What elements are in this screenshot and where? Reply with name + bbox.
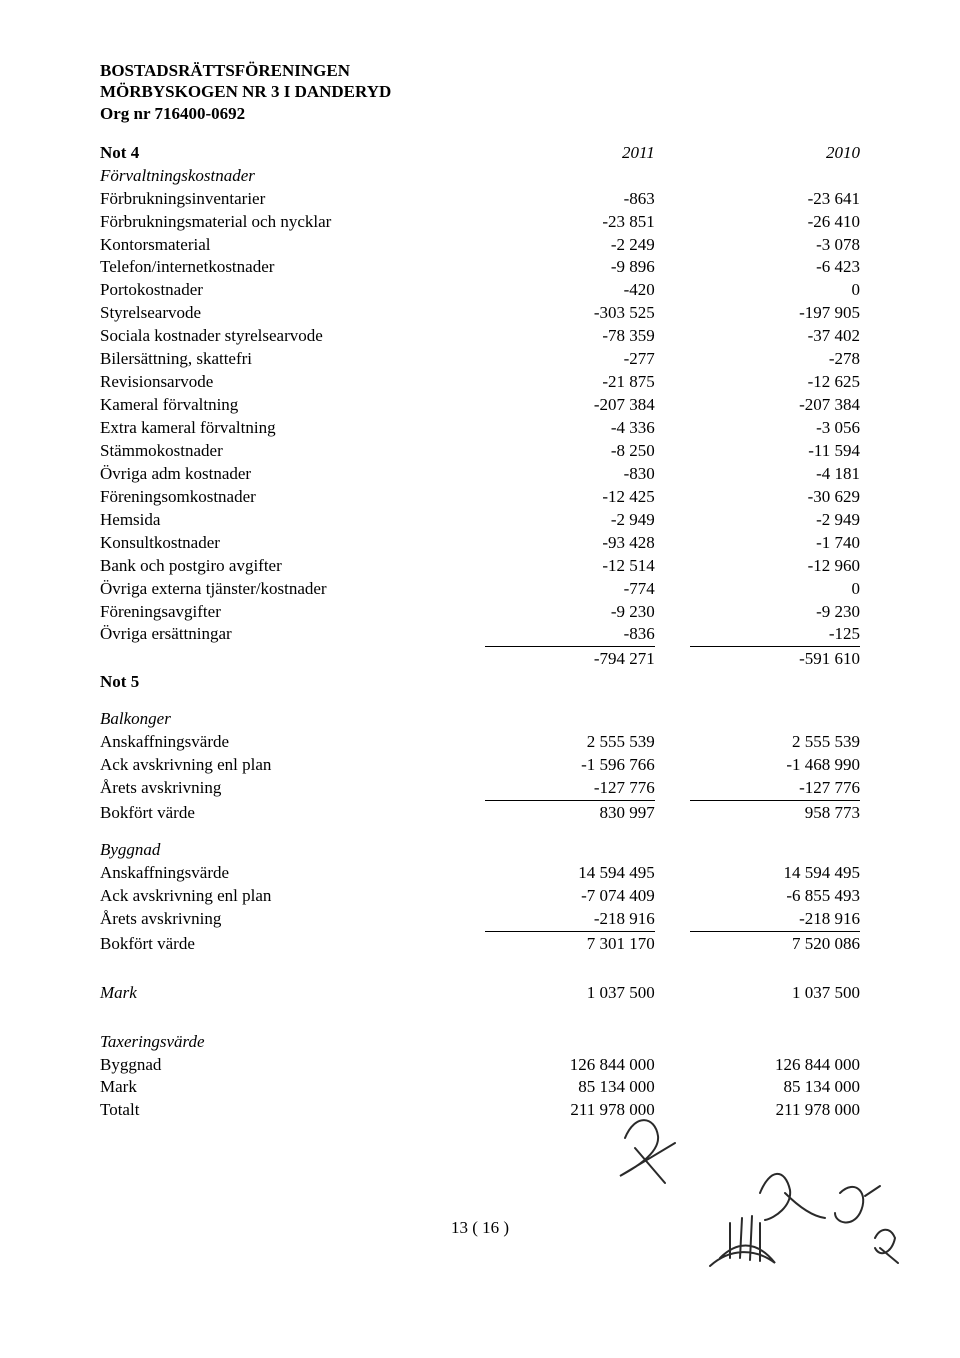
- note4-total-row: -794 271 -591 610: [100, 646, 860, 671]
- year-col-1: 2011: [450, 142, 655, 165]
- table-row: Konsultkostnader-93 428-1 740: [100, 532, 860, 555]
- document-header: BOSTADSRÄTTSFÖRENINGEN MÖRBYSKOGEN NR 3 …: [100, 60, 860, 124]
- table-row: Ack avskrivning enl plan-7 074 409-6 855…: [100, 885, 860, 908]
- note5-title: Not 5: [100, 671, 450, 694]
- table-row: Bank och postgiro avgifter-12 514-12 960: [100, 555, 860, 578]
- table-row: Årets avskrivning-218 916-218 916: [100, 908, 860, 931]
- signature-icon: [580, 1098, 900, 1278]
- table-row: Övriga adm kostnader-830-4 181: [100, 463, 860, 486]
- table-row: Årets avskrivning-127 776-127 776: [100, 777, 860, 800]
- table-row: Portokostnader-4200: [100, 279, 860, 302]
- header-line-1: BOSTADSRÄTTSFÖRENINGEN: [100, 60, 860, 81]
- table-row: Bilersättning, skattefri-277-278: [100, 348, 860, 371]
- financial-table: Not 4 2011 2010 Förvaltningskostnader Fö…: [100, 142, 860, 1123]
- header-line-2: MÖRBYSKOGEN NR 3 I DANDERYD: [100, 81, 860, 102]
- table-row: Telefon/internetkostnader-9 896-6 423: [100, 256, 860, 279]
- taxering-title: Taxeringsvärde: [100, 1031, 450, 1054]
- table-row: Revisionsarvode-21 875-12 625: [100, 371, 860, 394]
- table-row: Anskaffningsvärde2 555 5392 555 539: [100, 731, 860, 754]
- table-row: Extra kameral förvaltning-4 336-3 056: [100, 417, 860, 440]
- note4-title: Not 4: [100, 142, 450, 165]
- table-row: Styrelsearvode-303 525-197 905: [100, 302, 860, 325]
- table-row: Föreningsavgifter-9 230-9 230: [100, 601, 860, 624]
- table-row: Kontorsmaterial-2 249-3 078: [100, 234, 860, 257]
- table-row: Sociala kostnader styrelsearvode-78 359-…: [100, 325, 860, 348]
- table-row: Förbrukningsinventarier-863-23 641: [100, 188, 860, 211]
- table-row: Stämmokostnader-8 250-11 594: [100, 440, 860, 463]
- document-page: BOSTADSRÄTTSFÖRENINGEN MÖRBYSKOGEN NR 3 …: [0, 0, 960, 1142]
- byggnad-result-row: Bokfört värde 7 301 170 7 520 086: [100, 931, 860, 956]
- header-line-3: Org nr 716400-0692: [100, 103, 860, 124]
- table-row: Byggnad126 844 000126 844 000: [100, 1054, 860, 1077]
- year-col-2: 2010: [655, 142, 860, 165]
- balkonger-result-row: Bokfört värde 830 997 958 773: [100, 800, 860, 825]
- mark-row: Mark 1 037 500 1 037 500: [100, 982, 860, 1005]
- table-row: Mark85 134 00085 134 000: [100, 1076, 860, 1099]
- table-row: Föreningsomkostnader-12 425-30 629: [100, 486, 860, 509]
- table-row: Anskaffningsvärde14 594 49514 594 495: [100, 862, 860, 885]
- byggnad-title: Byggnad: [100, 839, 450, 862]
- table-row: Förbrukningsmaterial och nycklar-23 851-…: [100, 211, 860, 234]
- signatures-area: [580, 1098, 900, 1278]
- table-row: Övriga ersättningar-836-125: [100, 623, 860, 646]
- table-row: Hemsida-2 949-2 949: [100, 509, 860, 532]
- table-row: Kameral förvaltning-207 384-207 384: [100, 394, 860, 417]
- balkonger-title: Balkonger: [100, 708, 450, 731]
- table-row: Ack avskrivning enl plan-1 596 766-1 468…: [100, 754, 860, 777]
- note4-subtitle: Förvaltningskostnader: [100, 165, 450, 188]
- table-row: Övriga externa tjänster/kostnader-7740: [100, 578, 860, 601]
